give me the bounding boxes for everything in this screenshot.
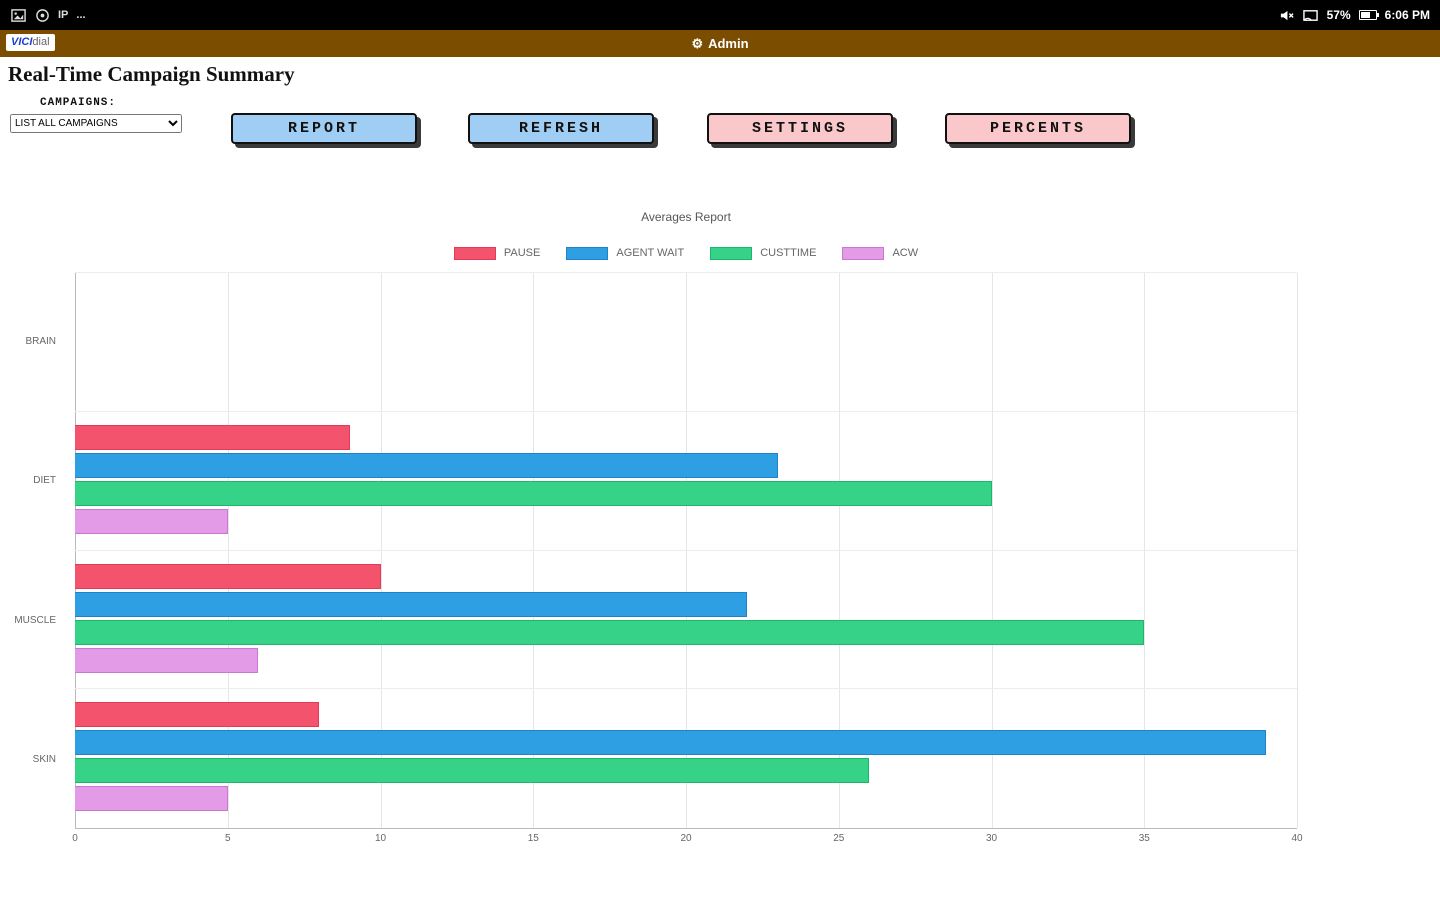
legend-swatch (453, 246, 496, 260)
settings-button[interactable]: SETTINGS (707, 113, 893, 144)
gridline (380, 273, 382, 828)
x-tick-label: 0 (72, 833, 78, 844)
battery-icon (1358, 10, 1379, 20)
screenshot-icon (10, 7, 26, 23)
record-icon (34, 7, 50, 23)
bar-acw (75, 786, 228, 812)
ip-icon: IP (58, 9, 69, 21)
legend-swatch (842, 246, 885, 260)
bar-pause (75, 563, 381, 589)
admin-header[interactable]: ⚙ Admin (691, 36, 748, 52)
category-label: SKIN (32, 753, 56, 765)
x-tick-label: 10 (374, 833, 387, 844)
x-tick-label: 20 (680, 833, 692, 844)
gridline (75, 273, 76, 828)
gridline (1297, 273, 1298, 828)
x-tick-label: 15 (527, 833, 539, 844)
chart-title: Averages Report (641, 210, 731, 224)
bar-group (75, 273, 1297, 412)
bar-custtime (75, 480, 992, 506)
app-bar: VICIdial ⚙ Admin (0, 30, 1440, 57)
bar-pause (75, 702, 320, 728)
logo-dial-text: dial (32, 36, 50, 48)
mute-icon (1279, 7, 1295, 23)
campaigns-label: CAMPAIGNS: (40, 97, 117, 109)
legend-item: ACW (842, 246, 919, 260)
bar-custtime (75, 619, 1145, 645)
legend-swatch (710, 246, 753, 260)
legend-swatch (566, 246, 609, 260)
bar-custtime (75, 758, 870, 784)
category-label: DIET (33, 475, 56, 487)
gridline (227, 273, 229, 828)
legend-label: ACW (892, 247, 919, 259)
legend-item: PAUSE (453, 246, 541, 260)
gridline (1144, 273, 1146, 828)
x-tick-label: 25 (833, 833, 845, 844)
gridline (533, 273, 535, 828)
gridline (991, 273, 993, 828)
category-label: MUSCLE (14, 614, 56, 626)
category-labels: BRAIN DIET MUSCLE SKIN (0, 272, 68, 829)
percents-button[interactable]: PERCENTS (945, 113, 1131, 144)
page-title: Real-Time Campaign Summary (8, 62, 295, 86)
bar-agent-wait (75, 452, 778, 478)
legend-label: CUSTTIME (760, 247, 817, 259)
battery-percent: 57% (1326, 8, 1351, 22)
logo-vici-text: VICI (11, 36, 33, 48)
vicidial-logo: VICIdial (6, 34, 55, 51)
x-tick-label: 40 (1291, 833, 1303, 844)
status-right-icons: 57% 6:06 PM (1279, 7, 1430, 23)
status-left-icons: IP ... (10, 7, 86, 23)
x-tick-label: 35 (1138, 833, 1150, 844)
category-label: BRAIN (25, 336, 56, 348)
x-axis: 0 5 10 15 20 25 30 35 40 (72, 833, 1302, 849)
overflow-icon: ... (76, 9, 86, 21)
status-bar: IP ... 57% 6:06 PM (0, 0, 1440, 30)
legend-label: PAUSE (503, 247, 541, 259)
x-tick-label: 30 (985, 833, 998, 844)
bar-agent-wait (75, 591, 748, 617)
status-time: 6:06 PM (1384, 8, 1430, 22)
legend-label: AGENT WAIT (616, 247, 685, 259)
bar-acw (75, 647, 259, 673)
legend-item: AGENT WAIT (566, 246, 685, 260)
admin-title-label: Admin (708, 36, 749, 51)
bar-agent-wait (75, 730, 1267, 756)
bar-group (75, 412, 1297, 551)
bar-acw (75, 508, 228, 534)
refresh-button[interactable]: REFRESH (468, 113, 654, 144)
gridline (838, 273, 840, 828)
chart-plot (75, 272, 1298, 829)
report-button[interactable]: REPORT (231, 113, 417, 144)
cast-icon (1303, 7, 1319, 23)
bar-group (75, 551, 1297, 690)
bar-group (75, 689, 1297, 828)
campaigns-select[interactable]: LIST ALL CAMPAIGNS (10, 114, 182, 133)
legend-item: CUSTTIME (710, 246, 817, 260)
gridline (686, 273, 687, 828)
bar-pause (75, 424, 350, 450)
chart-legend: PAUSE AGENT WAIT CUSTTIME ACW (75, 245, 1297, 261)
gear-icon: ⚙ (691, 35, 704, 51)
x-tick-label: 5 (224, 833, 231, 844)
